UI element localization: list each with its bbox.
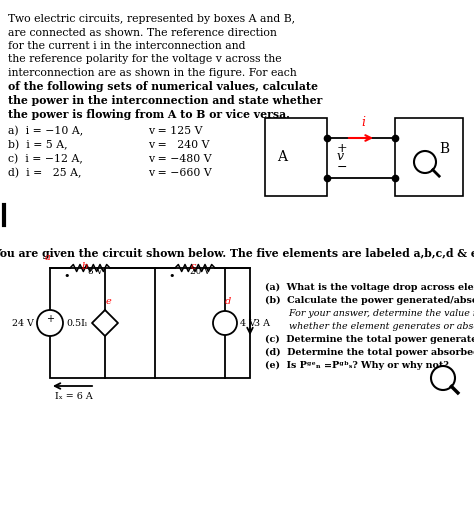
Bar <box>265 118 327 196</box>
Text: a: a <box>45 253 51 262</box>
Text: 8 V: 8 V <box>88 267 102 276</box>
Text: 0.5Iₗ: 0.5Iₗ <box>67 319 88 328</box>
Text: for the current i in the interconnection and: for the current i in the interconnection… <box>8 41 246 51</box>
Text: v =   240 V: v = 240 V <box>148 140 210 150</box>
Text: 20 V: 20 V <box>190 267 210 276</box>
Text: e: e <box>105 297 111 306</box>
Text: v: v <box>337 150 344 164</box>
Text: +: + <box>46 314 54 324</box>
Text: v = −660 V: v = −660 V <box>148 168 212 178</box>
Text: Two electric circuits, represented by boxes A and B,: Two electric circuits, represented by bo… <box>8 14 295 24</box>
Text: +: + <box>337 142 347 155</box>
Text: b: b <box>82 262 88 271</box>
Text: i: i <box>361 116 365 129</box>
Text: (e)  Is Pᵍᵉₙ =Pᵍᵇₛ? Why or why not?: (e) Is Pᵍᵉₙ =Pᵍᵇₛ? Why or why not? <box>265 361 449 370</box>
Text: v = 125 V: v = 125 V <box>148 126 202 136</box>
Text: the power is flowing from A to B or vice versa.: the power is flowing from A to B or vice… <box>8 109 290 120</box>
Text: the reference polarity for the voltage v across the: the reference polarity for the voltage v… <box>8 55 282 65</box>
Bar <box>395 118 463 196</box>
Text: B: B <box>439 142 449 156</box>
Text: whether the element generates or absorbs power.: whether the element generates or absorbs… <box>265 322 474 331</box>
Text: A: A <box>277 150 287 164</box>
Text: v = −480 V: v = −480 V <box>148 154 211 164</box>
Polygon shape <box>92 310 118 336</box>
Text: a)  i = −10 A,: a) i = −10 A, <box>8 126 83 136</box>
Text: For your answer, determine the value in Watts and indicate: For your answer, determine the value in … <box>265 309 474 318</box>
Circle shape <box>431 366 455 390</box>
Text: (c)  Determine the total power generated (Pᵍᵉₙ).: (c) Determine the total power generated … <box>265 335 474 344</box>
Text: (b)  Calculate the power generated/absorbed by each element.: (b) Calculate the power generated/absorb… <box>265 296 474 305</box>
Text: c: c <box>190 262 196 271</box>
Text: 4 V: 4 V <box>240 319 256 328</box>
Text: (d)  Determine the total power absorbed (Pᵍᵇₛ).: (d) Determine the total power absorbed (… <box>265 348 474 357</box>
Circle shape <box>37 310 63 336</box>
Text: •: • <box>169 271 175 281</box>
Text: d)  i =   25 A,: d) i = 25 A, <box>8 168 82 178</box>
Text: •: • <box>64 271 70 281</box>
Text: interconnection are as shown in the figure. For each: interconnection are as shown in the figu… <box>8 68 297 78</box>
Text: Iₓ = 6 A: Iₓ = 6 A <box>55 392 93 401</box>
Text: of the following sets of numerical values, calculate: of the following sets of numerical value… <box>8 81 318 92</box>
Circle shape <box>414 151 436 173</box>
Text: You are given the circuit shown below. The five elements are labeled a,b,c,d & e: You are given the circuit shown below. T… <box>0 248 474 259</box>
Text: d: d <box>225 297 231 306</box>
Text: (a)  What is the voltage drop across element “e”?: (a) What is the voltage drop across elem… <box>265 283 474 292</box>
Bar <box>50 268 250 378</box>
Text: 24 V: 24 V <box>12 319 34 328</box>
Text: c)  i = −12 A,: c) i = −12 A, <box>8 154 83 164</box>
Text: are connected as shown. The reference direction: are connected as shown. The reference di… <box>8 27 277 37</box>
Text: −: − <box>337 161 347 174</box>
Text: b)  i = 5 A,: b) i = 5 A, <box>8 140 68 150</box>
Text: the power in the interconnection and state whether: the power in the interconnection and sta… <box>8 95 322 106</box>
Circle shape <box>213 311 237 335</box>
Text: 3 A: 3 A <box>254 319 270 328</box>
